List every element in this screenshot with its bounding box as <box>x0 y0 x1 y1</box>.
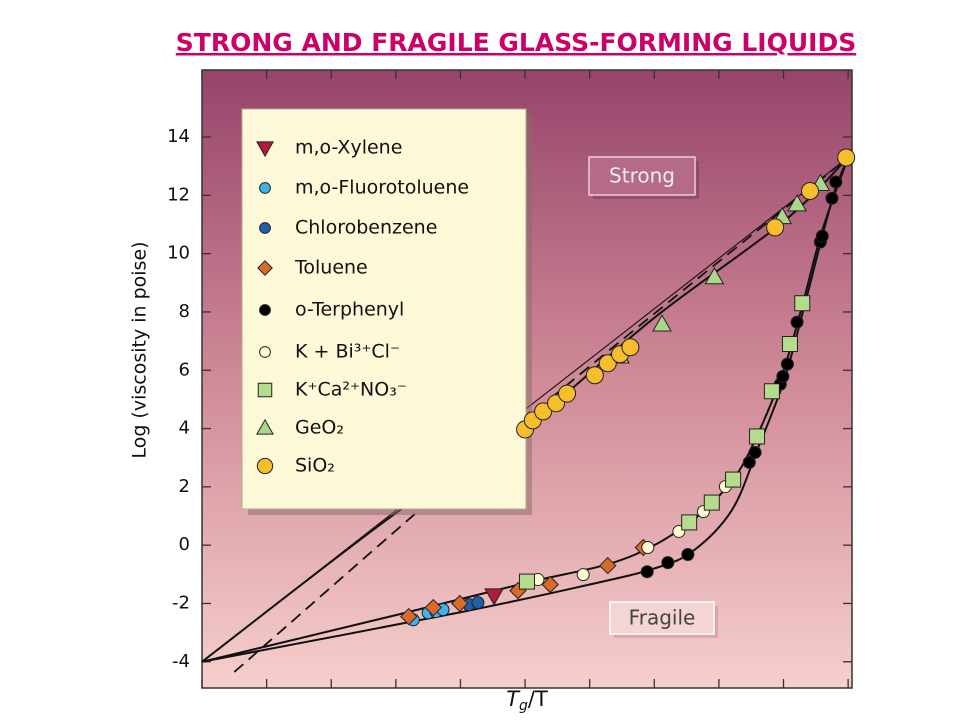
point <box>742 455 756 469</box>
point <box>585 366 604 385</box>
point <box>484 588 504 606</box>
legend-label: m,o-Xylene <box>295 137 402 159</box>
point <box>256 141 274 158</box>
point <box>641 540 655 554</box>
point <box>259 304 271 316</box>
strong-box <box>588 156 696 196</box>
point <box>825 191 839 205</box>
y-tick-label: 14 <box>167 126 190 147</box>
y-tick-label: 2 <box>179 476 190 497</box>
point <box>749 428 766 445</box>
point <box>259 182 271 194</box>
fragile-box <box>609 601 715 635</box>
point <box>259 222 271 234</box>
point <box>748 445 762 459</box>
point <box>471 596 485 610</box>
y-axis-label: Log (viscosity in poise) <box>129 241 151 458</box>
y-tick-label: 10 <box>167 243 190 264</box>
point <box>257 260 273 276</box>
point <box>763 383 780 400</box>
point <box>534 402 553 421</box>
x-label-part: T <box>506 687 521 711</box>
point <box>681 514 698 531</box>
point <box>794 295 811 312</box>
point <box>790 315 804 329</box>
legend-label: Toluene <box>294 257 368 279</box>
legend-label: Chlorobenzene <box>295 217 437 239</box>
point <box>766 218 785 237</box>
point <box>681 547 695 561</box>
point <box>599 556 617 575</box>
legend-box <box>241 108 527 510</box>
point <box>256 457 274 475</box>
legend-label: GeO₂ <box>295 417 344 439</box>
y-tick-label: 8 <box>179 301 190 322</box>
point <box>704 266 725 285</box>
point <box>837 148 856 167</box>
legend-label: m,o-Fluorotoluene <box>295 177 469 199</box>
point <box>576 568 590 582</box>
legend-label: SiO₂ <box>295 455 335 477</box>
strong-label: Strong <box>609 164 675 188</box>
point <box>787 194 807 212</box>
point <box>259 346 271 358</box>
point <box>776 369 790 383</box>
y-tick-label: 12 <box>167 184 190 205</box>
y-tick-label: 0 <box>179 534 190 555</box>
legend-label: K + Bi³⁺Cl⁻ <box>295 341 400 363</box>
point <box>541 575 559 594</box>
point <box>424 598 443 617</box>
fragile-label: Fragile <box>629 606 696 630</box>
point <box>703 494 720 511</box>
point <box>257 382 273 398</box>
x-label-sub: g <box>519 698 528 714</box>
legend-label: K⁺Ca²⁺NO₃⁻ <box>295 379 407 401</box>
point <box>519 573 535 590</box>
x-axis-label: Tg/T <box>506 687 548 714</box>
point <box>451 594 469 613</box>
chart-title: STRONG AND FRAGILE GLASS-FORMING LIQUIDS <box>176 28 856 57</box>
point <box>815 229 829 243</box>
y-tick-label: 6 <box>179 359 190 380</box>
point <box>725 471 742 488</box>
point <box>781 336 798 353</box>
point <box>558 384 577 403</box>
point <box>640 565 654 579</box>
x-label-part: /T <box>528 687 548 711</box>
point <box>598 354 617 373</box>
y-tick-label: -2 <box>172 592 190 613</box>
y-tick-label: -4 <box>172 651 190 672</box>
point <box>780 357 794 371</box>
point <box>801 181 820 200</box>
point <box>256 418 274 435</box>
legend-label: o-Terphenyl <box>295 299 404 321</box>
point <box>621 338 640 357</box>
point <box>829 175 843 189</box>
point <box>661 556 675 570</box>
point <box>652 314 672 332</box>
point <box>400 607 418 626</box>
y-tick-label: 4 <box>179 418 190 439</box>
